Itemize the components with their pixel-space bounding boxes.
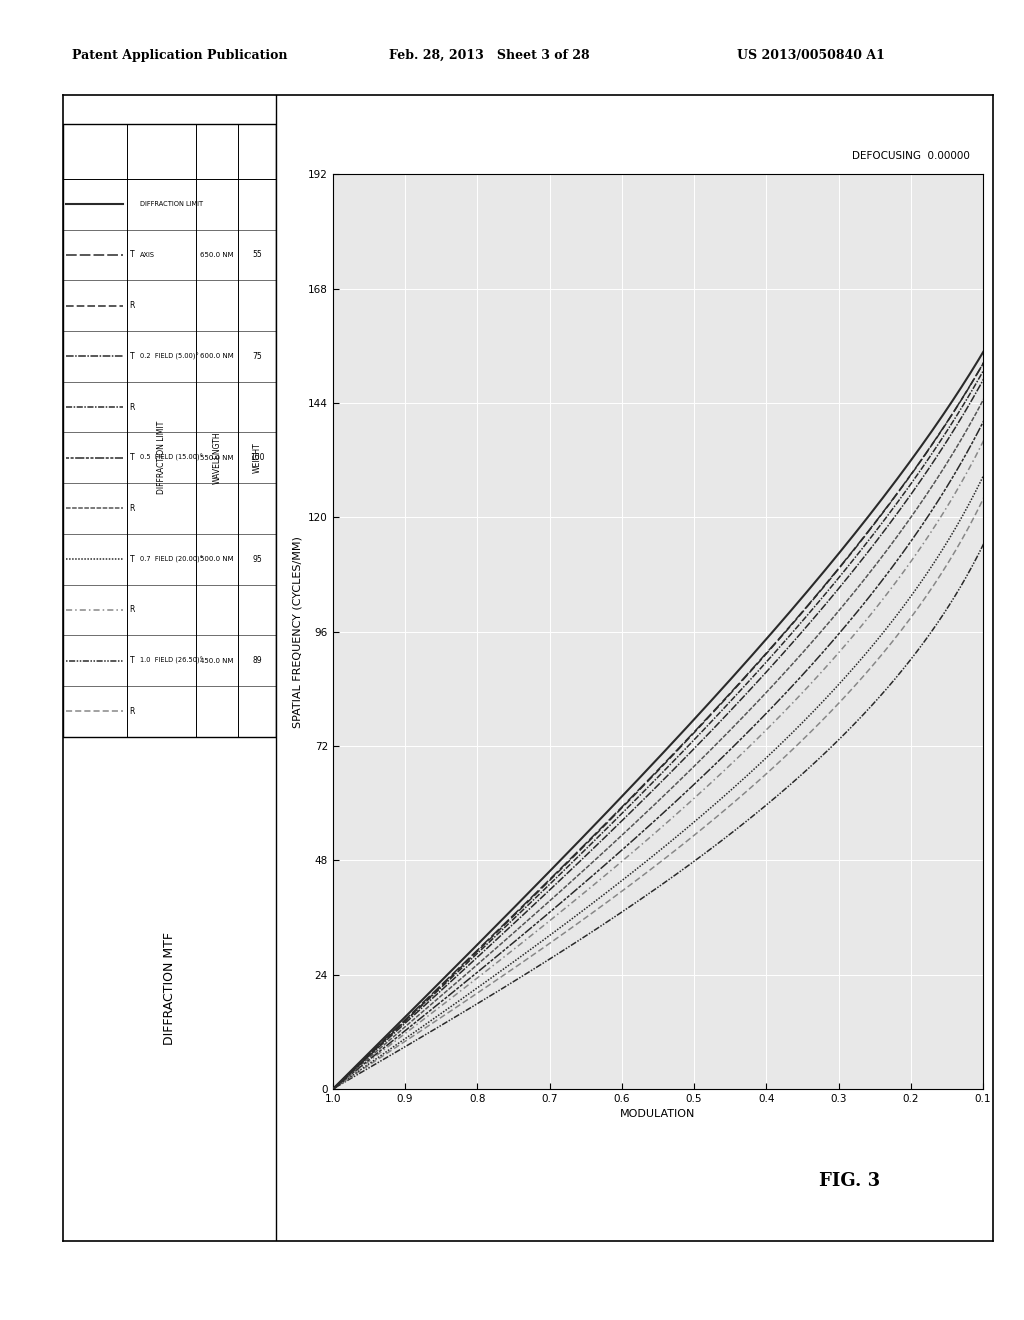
- Text: 55: 55: [253, 251, 262, 260]
- Text: T: T: [129, 656, 134, 665]
- Y-axis label: SPATIAL FREQUENCY (CYCLES/MM): SPATIAL FREQUENCY (CYCLES/MM): [293, 536, 302, 727]
- Text: DIFFRACTION MTF: DIFFRACTION MTF: [164, 932, 176, 1045]
- Text: R: R: [129, 403, 135, 412]
- Text: 500.0 NM: 500.0 NM: [200, 556, 233, 562]
- Text: Patent Application Publication: Patent Application Publication: [72, 49, 287, 62]
- X-axis label: MODULATION: MODULATION: [621, 1109, 695, 1119]
- Text: R: R: [129, 606, 135, 614]
- Text: 89: 89: [253, 656, 262, 665]
- Bar: [63, 124, 276, 737]
- Text: AXIS: AXIS: [140, 252, 156, 257]
- Text: 0.5  FIELD (15.00)°: 0.5 FIELD (15.00)°: [140, 454, 203, 462]
- Text: FIG. 3: FIG. 3: [819, 1172, 881, 1191]
- Text: R: R: [129, 504, 135, 513]
- Text: T: T: [129, 554, 134, 564]
- Text: T: T: [129, 352, 134, 360]
- Text: 550.0 NM: 550.0 NM: [200, 455, 233, 461]
- Text: 600.0 NM: 600.0 NM: [200, 354, 233, 359]
- Text: 75: 75: [253, 352, 262, 360]
- Text: T: T: [129, 453, 134, 462]
- Text: DIFFRACTION LIMIT: DIFFRACTION LIMIT: [140, 201, 204, 207]
- Text: WAVELENGTH: WAVELENGTH: [212, 432, 221, 484]
- Text: 100: 100: [250, 453, 264, 462]
- Text: T: T: [129, 251, 134, 260]
- Text: 650.0 NM: 650.0 NM: [200, 252, 233, 257]
- Text: 0.2  FIELD (5.00)°: 0.2 FIELD (5.00)°: [140, 352, 199, 360]
- Text: 450.0 NM: 450.0 NM: [200, 657, 233, 664]
- Text: WEIGHT: WEIGHT: [253, 442, 262, 473]
- Text: R: R: [129, 301, 135, 310]
- Text: R: R: [129, 706, 135, 715]
- Text: 95: 95: [253, 554, 262, 564]
- Text: DIFFRACTION LIMIT: DIFFRACTION LIMIT: [157, 421, 166, 495]
- Text: Feb. 28, 2013   Sheet 3 of 28: Feb. 28, 2013 Sheet 3 of 28: [389, 49, 590, 62]
- Text: 0.7  FIELD (20.00)°: 0.7 FIELD (20.00)°: [140, 556, 204, 562]
- Text: US 2013/0050840 A1: US 2013/0050840 A1: [737, 49, 885, 62]
- Text: DEFOCUSING  0.00000: DEFOCUSING 0.00000: [852, 150, 970, 161]
- Text: 1.0  FIELD (26.50)°: 1.0 FIELD (26.50)°: [140, 657, 203, 664]
